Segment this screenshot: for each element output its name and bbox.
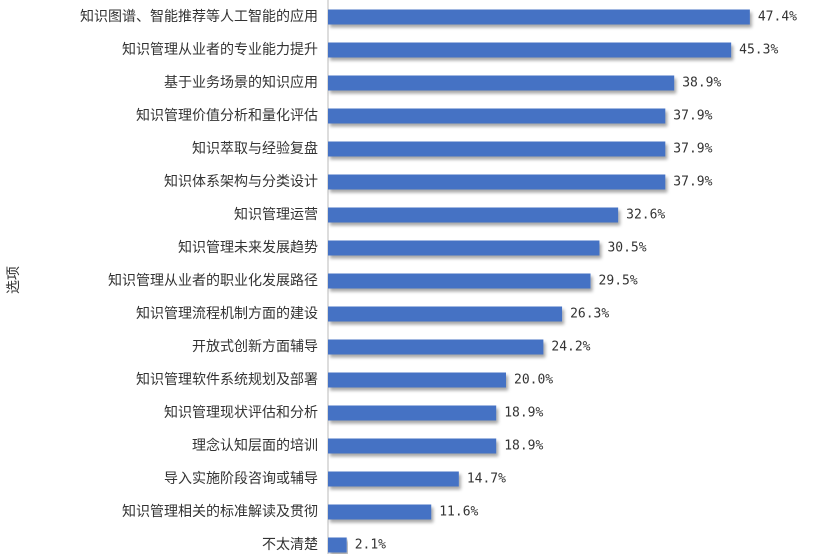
value-label: 45.3% xyxy=(739,43,778,58)
value-label: 20.0% xyxy=(514,373,553,388)
bar xyxy=(328,372,506,388)
y-tick-label: 基于业务场景的知识应用 xyxy=(164,74,318,91)
bar xyxy=(328,273,591,289)
bar xyxy=(328,75,675,91)
y-tick-label: 知识管理相关的标准解读及贯彻 xyxy=(122,503,318,520)
bar xyxy=(328,339,544,355)
y-tick-label: 知识管理流程机制方面的建设 xyxy=(136,305,318,322)
y-tick-label: 知识体系架构与分类设计 xyxy=(164,173,318,190)
bar xyxy=(328,438,497,454)
bar xyxy=(328,42,732,58)
value-label: 24.2% xyxy=(551,340,590,355)
y-tick-label: 知识萃取与经验复盘 xyxy=(192,140,318,157)
value-label: 18.9% xyxy=(504,439,543,454)
bar xyxy=(328,207,619,223)
y-tick-label: 知识管理现状评估和分析 xyxy=(164,404,318,421)
value-label: 38.9% xyxy=(682,76,721,91)
bar xyxy=(328,174,666,190)
bar xyxy=(328,405,497,421)
bar xyxy=(328,141,666,157)
y-axis-label: 选项 xyxy=(6,266,22,294)
y-tick-label: 知识管理软件系统规划及部署 xyxy=(136,371,318,388)
value-label: 2.1% xyxy=(355,538,386,553)
y-tick-label: 知识管理从业者的职业化发展路径 xyxy=(108,272,318,289)
y-tick-label: 知识管理未来发展趋势 xyxy=(178,239,318,256)
value-label: 29.5% xyxy=(599,274,638,289)
bar xyxy=(328,9,750,25)
y-tick-label: 知识管理价值分析和量化评估 xyxy=(136,107,318,124)
value-label: 11.6% xyxy=(439,505,478,520)
y-tick-label: 不太清楚 xyxy=(262,537,318,553)
bar xyxy=(328,240,600,256)
bar xyxy=(328,108,666,124)
value-label: 14.7% xyxy=(467,472,506,487)
y-tick-label: 知识图谱、智能推荐等人工智能的应用 xyxy=(80,8,318,25)
value-label: 18.9% xyxy=(504,406,543,421)
bar xyxy=(328,471,459,487)
value-label: 47.4% xyxy=(758,10,797,25)
y-tick-label: 知识管理从业者的专业能力提升 xyxy=(122,41,318,58)
y-tick-label: 开放式创新方面辅导 xyxy=(192,339,318,355)
bar xyxy=(328,504,432,520)
y-tick-label: 知识管理运营 xyxy=(234,206,318,223)
value-label: 37.9% xyxy=(673,142,712,157)
value-label: 26.3% xyxy=(570,307,609,322)
value-label: 37.9% xyxy=(673,109,712,124)
value-label: 37.9% xyxy=(673,175,712,190)
bar xyxy=(328,537,347,553)
bar xyxy=(328,306,563,322)
y-tick-label: 理念认知层面的培训 xyxy=(192,437,318,454)
value-label: 30.5% xyxy=(607,241,646,256)
value-label: 32.6% xyxy=(626,208,665,223)
y-tick-label: 导入实施阶段咨询或辅导 xyxy=(164,471,318,487)
